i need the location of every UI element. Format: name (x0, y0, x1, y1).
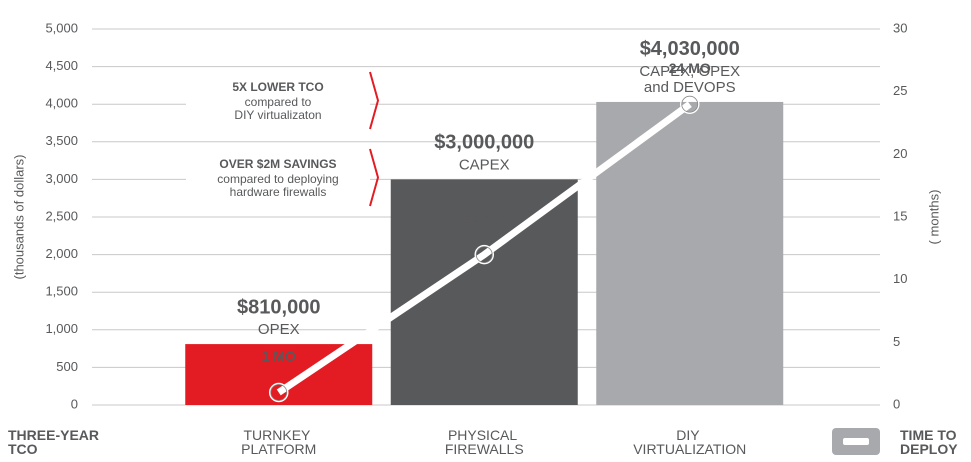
callout-chevron (369, 71, 380, 130)
x-tick-label: TURNKEY PLATFORM (241, 427, 316, 457)
bar-value-label: $810,000 (237, 296, 320, 318)
callout-box (186, 149, 370, 206)
bar-annotation: CAPEX, OPEX (639, 63, 740, 80)
x-tick-label: PHYSICAL FIREWALLS (445, 427, 524, 457)
y-tick-label: 3,000 (45, 171, 78, 186)
callout-text: DIY virtualizaton (234, 108, 321, 122)
line-value-label: 12 MO (463, 210, 505, 226)
y-tick-label: 1,500 (45, 284, 78, 299)
y-tick-label: 0 (71, 396, 78, 411)
bar-value-label: $4,030,000 (640, 38, 740, 60)
y-tick-label: 4,500 (45, 58, 78, 73)
bar-annotation: OPEX (258, 321, 300, 338)
line-point (269, 382, 289, 403)
y-tick-label: 3,500 (45, 133, 78, 148)
y-axis-label: (thousands of dollars) (11, 154, 26, 279)
callout-headline: 5X LOWER TCO (232, 80, 323, 94)
y-tick-label: 500 (56, 359, 78, 374)
line-point (474, 244, 494, 265)
y-tick-label: 2,000 (45, 246, 78, 261)
callout-box (186, 72, 370, 129)
y-tick-label: 4,000 (45, 96, 78, 111)
x-tick-label: DIY VIRTUALIZATION (633, 427, 746, 457)
line-value-label: 1 MO (262, 348, 296, 364)
line-point-inner (475, 246, 493, 264)
y-tick-label: 2,500 (45, 208, 78, 223)
bar-annotation: and DEVOPS (644, 79, 736, 96)
callout-text: hardware firewalls (230, 185, 327, 199)
y-tick-label: 1,000 (45, 321, 78, 336)
line-point-inner (270, 384, 288, 401)
bar (390, 179, 578, 405)
x-axis-label: THREE-YEAR TCO (8, 427, 103, 457)
line (276, 101, 692, 396)
bar-value-label: $3,000,000 (434, 132, 534, 154)
line-point (680, 94, 700, 114)
y2-tick-label: 20 (893, 146, 907, 161)
y-tick-label: 5,000 (45, 20, 78, 35)
callout-chevron (369, 148, 380, 207)
callout-text: compared to (245, 95, 312, 109)
y2-tick-label: 30 (893, 20, 907, 35)
legend-label: TIME TO DEPLOY (900, 427, 960, 457)
y2-tick-label: 5 (893, 334, 900, 349)
bar (596, 101, 784, 405)
y2-tick-label: 0 (893, 396, 900, 411)
bar-annotation: CAPEX (459, 156, 510, 173)
y2-tick-label: 15 (893, 208, 907, 223)
y2-tick-label: 10 (893, 271, 907, 286)
line-point-inner (681, 95, 699, 113)
line-value-label: 24 MO (669, 60, 711, 76)
legend-swatch (843, 438, 869, 445)
callout-text: compared to deploying (217, 172, 338, 186)
callout-headline: OVER $2M SAVINGS (219, 157, 336, 171)
y2-axis-label: ( months) (926, 190, 941, 245)
y2-tick-label: 25 (893, 83, 907, 98)
